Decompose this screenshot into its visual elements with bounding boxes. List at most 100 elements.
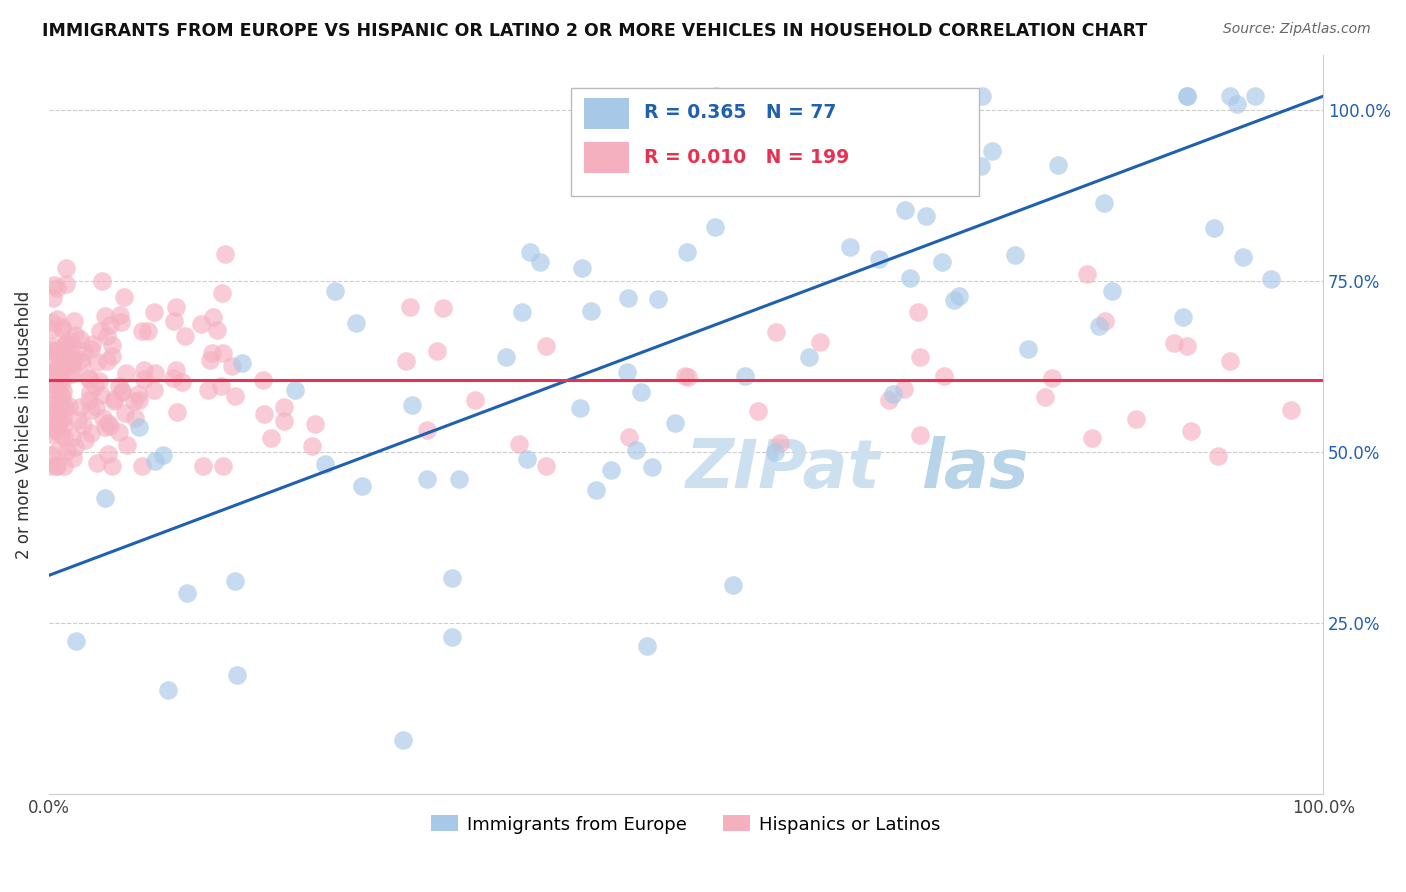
Point — [110, 315, 132, 329]
Point — [441, 571, 464, 585]
Point — [39, 448, 62, 462]
Point — [703, 151, 725, 165]
Point — [98, 318, 121, 332]
Point — [108, 378, 131, 392]
FancyBboxPatch shape — [583, 143, 628, 173]
Point — [536, 339, 558, 353]
Point — [79, 392, 101, 407]
Point — [52, 402, 75, 417]
Point — [45, 416, 67, 430]
Point — [52, 395, 75, 409]
Point — [46, 443, 69, 458]
Point — [519, 245, 541, 260]
Point — [80, 403, 103, 417]
Point — [260, 431, 283, 445]
Point — [127, 387, 149, 401]
Point — [41, 322, 63, 336]
Point — [765, 325, 787, 339]
Point — [893, 383, 915, 397]
Point — [80, 426, 103, 441]
Point — [571, 261, 593, 276]
Point — [1260, 272, 1282, 286]
Point — [1017, 343, 1039, 357]
Point — [101, 458, 124, 473]
Point — [42, 376, 65, 390]
Point — [69, 332, 91, 346]
Point — [441, 630, 464, 644]
Point — [94, 420, 117, 434]
Point — [226, 668, 249, 682]
Point — [51, 358, 73, 372]
Point — [108, 425, 131, 439]
Point — [96, 354, 118, 368]
Point — [52, 410, 75, 425]
Point — [48, 412, 70, 426]
Point — [39, 370, 62, 384]
Point — [41, 409, 63, 424]
Point — [101, 338, 124, 352]
FancyBboxPatch shape — [583, 98, 628, 129]
Text: ZIPat: ZIPat — [686, 436, 880, 502]
Point — [789, 97, 811, 112]
Point — [55, 261, 77, 276]
Point — [704, 89, 727, 103]
Point — [41, 315, 63, 329]
Point — [143, 453, 166, 467]
Point — [44, 277, 66, 292]
Point — [1163, 336, 1185, 351]
Point — [73, 343, 96, 358]
Point — [134, 372, 156, 386]
Point — [1232, 250, 1254, 264]
Point — [41, 398, 63, 412]
Point — [79, 384, 101, 399]
Point — [675, 140, 697, 154]
Point — [981, 144, 1004, 158]
Point — [943, 293, 966, 308]
Point — [45, 458, 67, 473]
Point — [162, 314, 184, 328]
Point — [77, 370, 100, 384]
Y-axis label: 2 or more Vehicles in Household: 2 or more Vehicles in Household — [15, 291, 32, 559]
Point — [1206, 449, 1229, 463]
Point — [1092, 196, 1115, 211]
Point — [49, 387, 72, 401]
Point — [97, 447, 120, 461]
Point — [49, 373, 72, 387]
Point — [89, 324, 111, 338]
Point — [67, 412, 90, 426]
Point — [80, 342, 103, 356]
Point — [94, 310, 117, 324]
Point — [39, 420, 62, 434]
Point — [46, 361, 69, 376]
Point — [1175, 89, 1198, 103]
Point — [142, 304, 165, 318]
Point — [49, 372, 72, 386]
Point — [907, 305, 929, 319]
Point — [1040, 371, 1063, 385]
Point — [46, 311, 69, 326]
Point — [72, 355, 94, 369]
Point — [111, 385, 134, 400]
Point — [51, 320, 73, 334]
Point — [426, 344, 449, 359]
Point — [98, 419, 121, 434]
Point — [152, 448, 174, 462]
Point — [1101, 284, 1123, 298]
Point — [948, 289, 970, 303]
Point — [599, 463, 621, 477]
Point — [131, 458, 153, 473]
Point — [734, 369, 756, 384]
Point — [165, 300, 187, 314]
Point — [1033, 390, 1056, 404]
Point — [143, 383, 166, 397]
Point — [65, 327, 87, 342]
Point — [101, 349, 124, 363]
Point — [69, 353, 91, 368]
Point — [55, 335, 77, 350]
Point — [636, 639, 658, 653]
Point — [510, 304, 533, 318]
Point — [224, 389, 246, 403]
Point — [641, 459, 664, 474]
Point — [42, 292, 65, 306]
Point — [616, 365, 638, 379]
